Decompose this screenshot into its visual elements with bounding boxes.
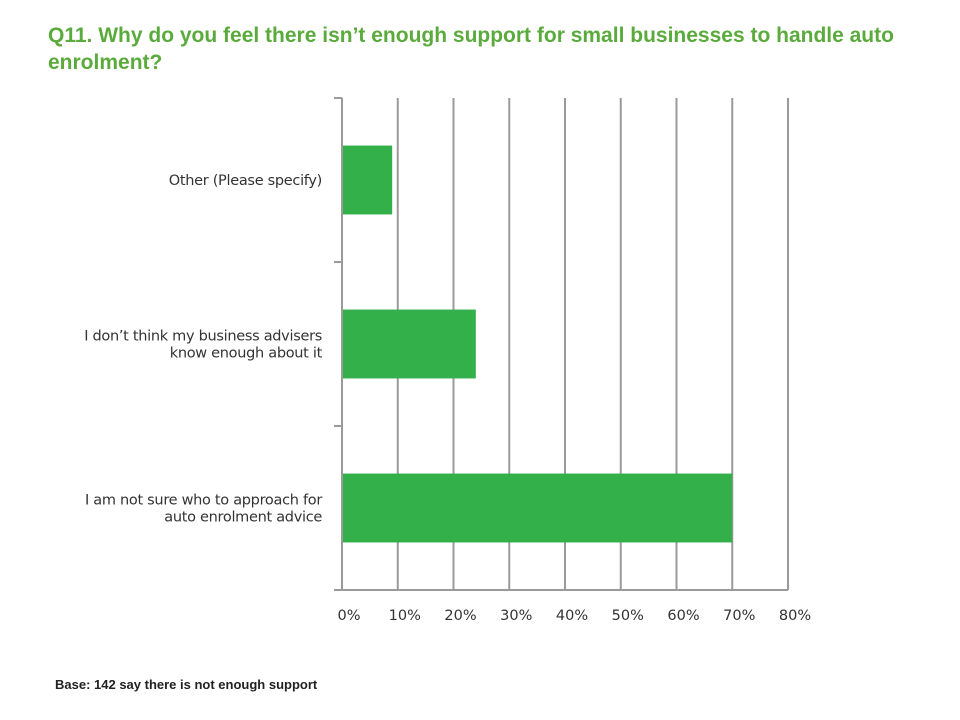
base-footnote: Base: 142 say there is not enough suppor… <box>55 677 318 692</box>
page-title: Q11. Why do you feel there isn’t enough … <box>48 24 894 74</box>
x-tick-label-1: 10% <box>389 608 421 624</box>
category-labels: Other (Please specify) I don’t think my b… <box>84 173 323 526</box>
x-tick-label-7: 70% <box>723 608 755 624</box>
bar-2 <box>342 473 733 543</box>
x-tick-label-6: 60% <box>667 608 699 624</box>
bars <box>342 145 733 543</box>
bar-0 <box>342 145 393 215</box>
category-label-0: Other (Please specify) <box>169 173 322 189</box>
x-tick-label-2: 20% <box>444 608 476 624</box>
x-tick-label-5: 50% <box>612 608 644 624</box>
x-tick-label-0: 0% <box>337 608 360 624</box>
category-label-2: I am not sure who to approach for auto en… <box>85 493 322 526</box>
y-axis <box>334 97 788 591</box>
x-tick-labels: 0% 10% 20% 30% 40% 50% 60% 70% 80% <box>337 608 811 624</box>
x-tick-label-3: 30% <box>500 608 532 624</box>
category-label-1: I don’t think my business advisers know e… <box>84 329 322 362</box>
x-tick-label-4: 40% <box>556 608 588 624</box>
bar-1 <box>342 309 476 379</box>
x-tick-label-8: 80% <box>779 608 811 624</box>
